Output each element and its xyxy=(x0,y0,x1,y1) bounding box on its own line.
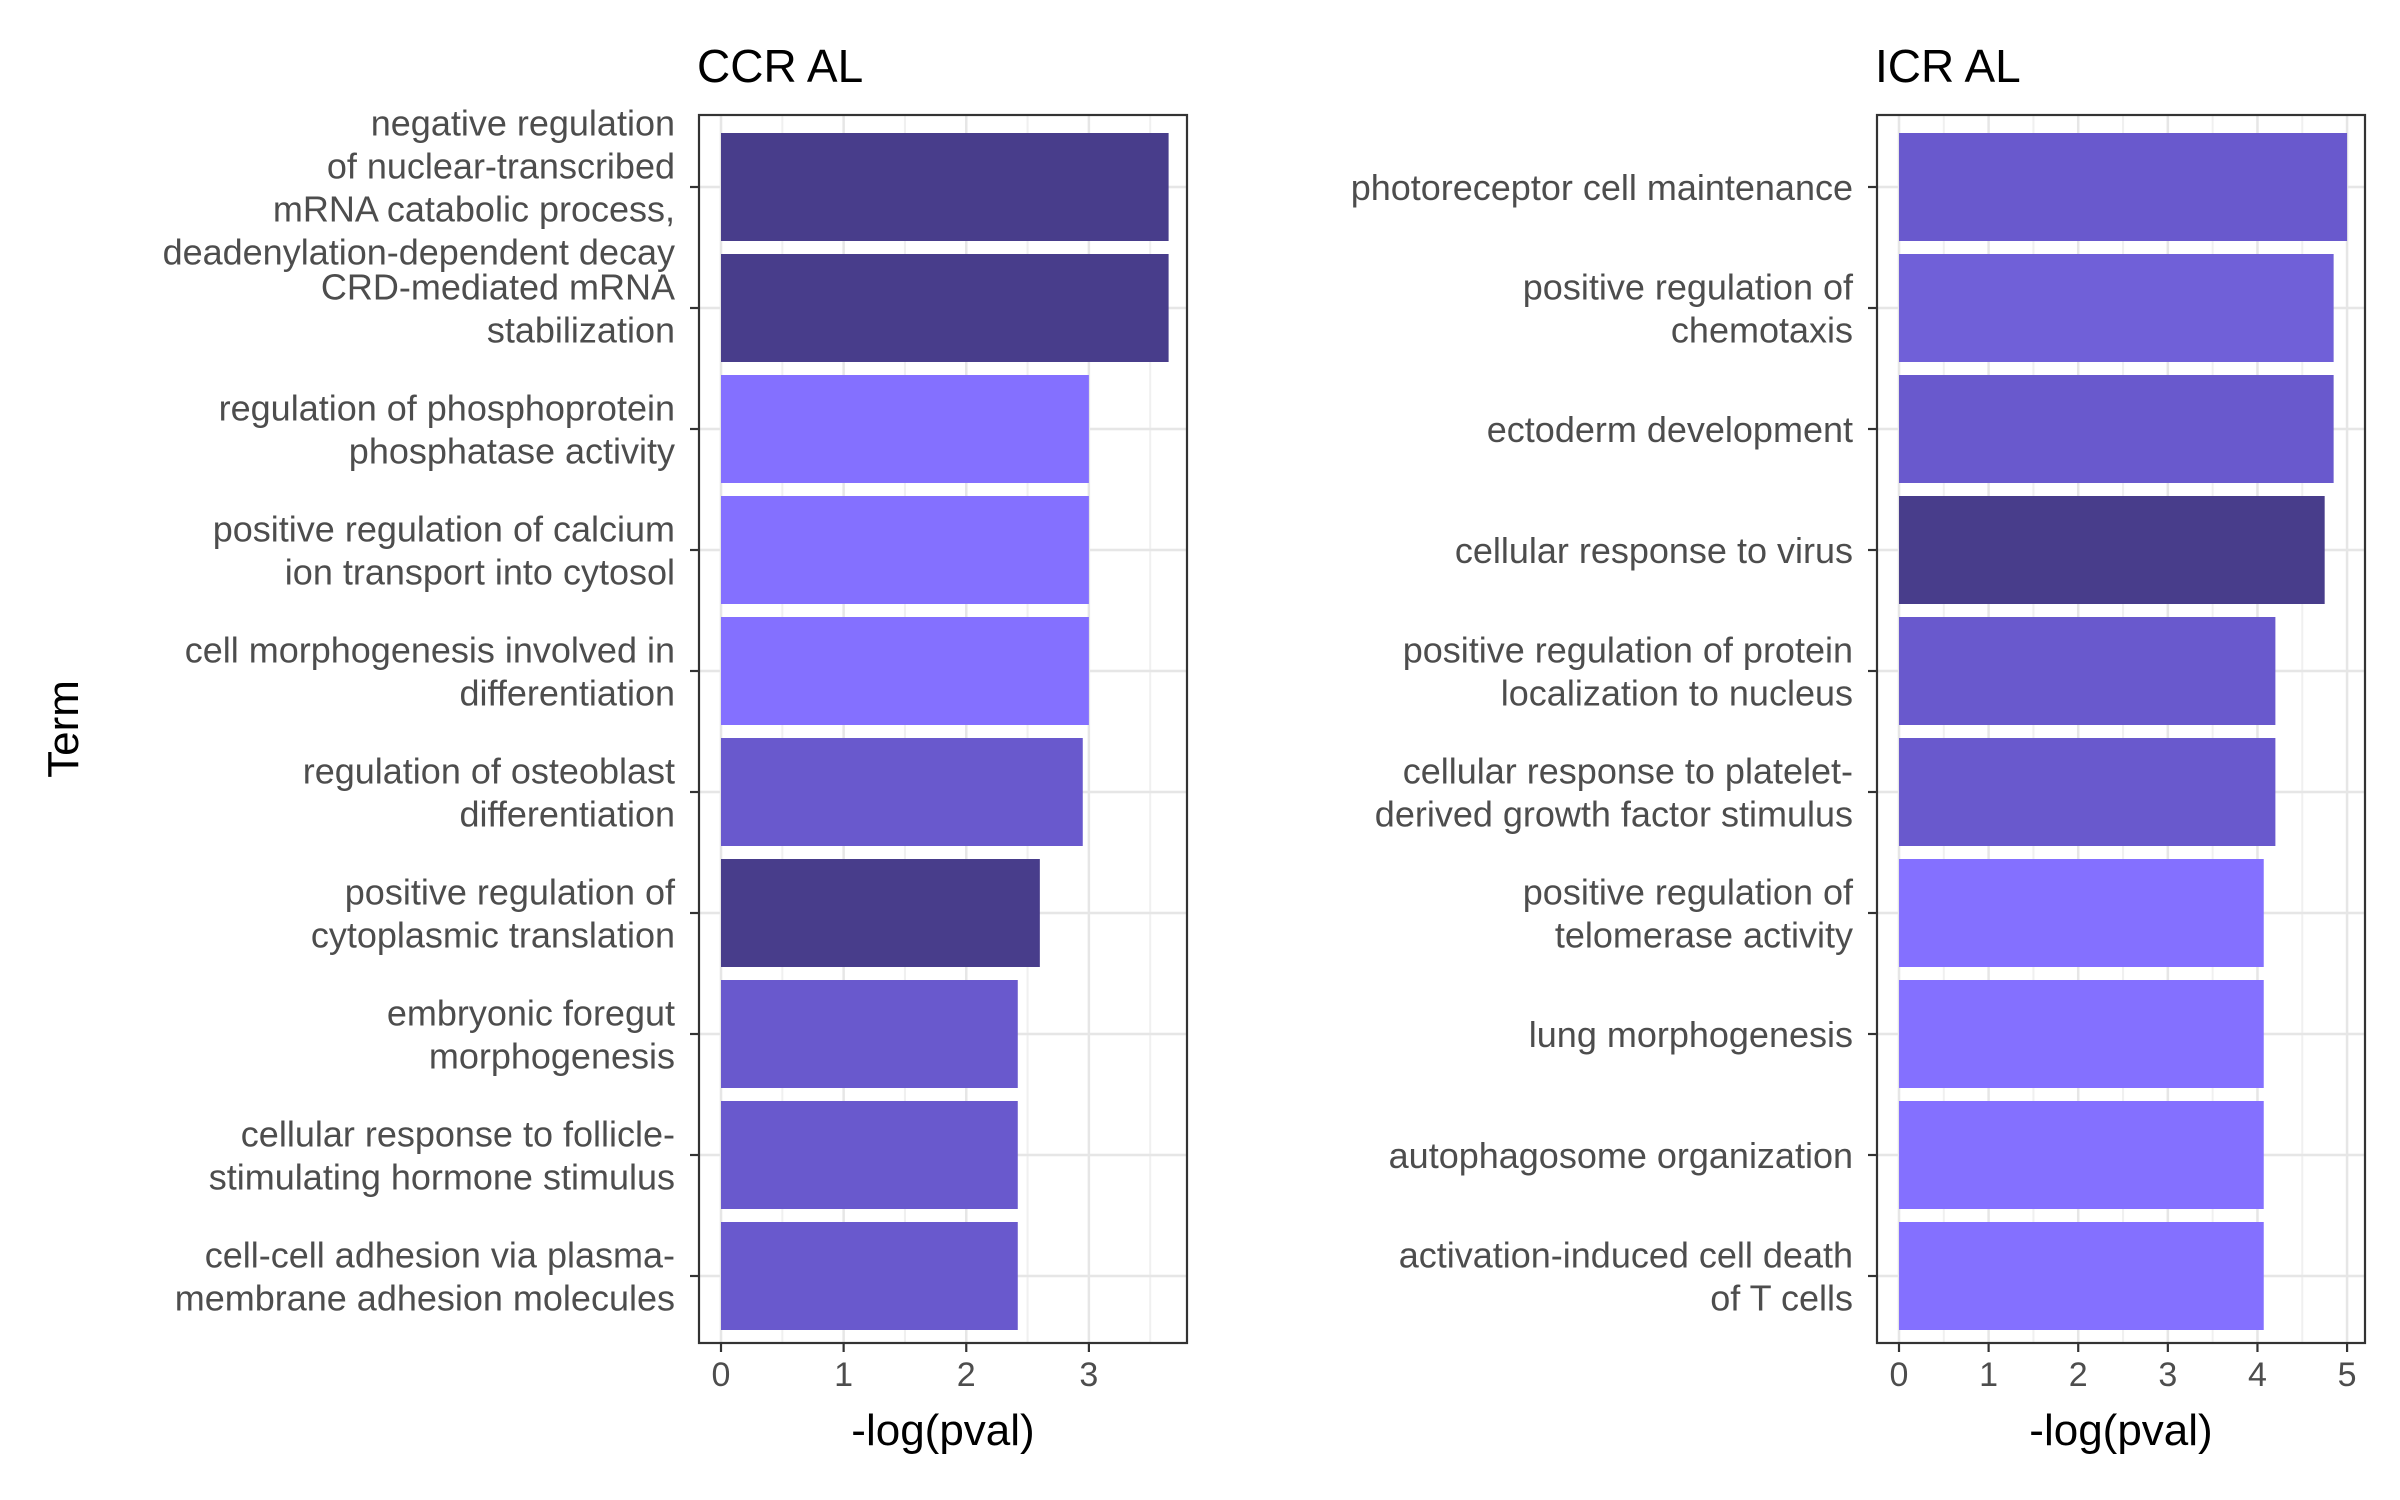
bar xyxy=(1899,133,2348,241)
x-tick-label: 3 xyxy=(2158,1356,2177,1394)
bar xyxy=(1899,254,2334,362)
bar xyxy=(721,1222,1018,1330)
x-axis-label: -log(pval) xyxy=(851,1406,1034,1455)
y-tick-label: cell morphogenesis involved in differenti… xyxy=(185,629,675,713)
bar xyxy=(1899,617,2276,725)
bar xyxy=(721,496,1089,604)
y-tick-label: positive regulation of chemotaxis xyxy=(1523,266,1854,350)
x-tick-label: 4 xyxy=(2248,1356,2267,1394)
panel-border xyxy=(697,113,1189,1345)
chart-title: ICR AL xyxy=(1875,40,2021,92)
bar xyxy=(1899,1222,2264,1330)
bar xyxy=(721,859,1040,967)
y-tick-label: cell-cell adhesion via plasma-membrane a… xyxy=(175,1234,675,1318)
y-tick-label: positive regulation of protein localizati… xyxy=(1403,629,1853,713)
bars xyxy=(721,133,1169,1330)
y-tick-label: negative regulation of nuclear-transcribe… xyxy=(163,102,675,272)
bars xyxy=(1899,133,2348,1330)
x-tick-label: 2 xyxy=(2069,1356,2088,1394)
x-tick-labels: 0 1 2 3 xyxy=(712,1343,1098,1394)
y-tick-labels: photoreceptor cell maintenance positive r… xyxy=(1351,167,1877,1318)
bar xyxy=(721,375,1089,483)
y-tick-label: photoreceptor cell maintenance xyxy=(1351,167,1853,208)
x-tick-label: 3 xyxy=(1079,1356,1098,1394)
y-tick-label: regulation of osteoblast differentiation xyxy=(303,750,675,834)
chart-panel-2: photoreceptor cell maintenance positive r… xyxy=(1351,40,2367,1455)
bar xyxy=(1899,738,2276,846)
y-tick-label: lung morphogenesis xyxy=(1529,1014,1853,1055)
x-tick-label: 0 xyxy=(1890,1356,1909,1394)
bar xyxy=(1899,375,2334,483)
chart-title: CCR AL xyxy=(697,40,863,92)
y-tick-label: autophagosome organization xyxy=(1389,1135,1853,1176)
x-tick-label: 2 xyxy=(957,1356,976,1394)
y-tick-label: cellular response to virus xyxy=(1455,530,1853,571)
bar xyxy=(721,1101,1018,1209)
x-axis-label: -log(pval) xyxy=(2029,1406,2212,1455)
y-tick-labels: negative regulation of nuclear-transcribe… xyxy=(163,102,699,1318)
y-tick-label: cellular response to follicle-stimulatin… xyxy=(209,1113,675,1197)
y-tick-label: embryonic foregut morphogenesis xyxy=(387,992,675,1076)
x-tick-label: 1 xyxy=(834,1356,853,1394)
y-tick-label: positive regulation of cytoplasmic transl… xyxy=(311,871,676,955)
panel-border xyxy=(1875,113,2367,1345)
x-tick-label: 1 xyxy=(1979,1356,1998,1394)
y-tick-label: cellular response to platelet-derived gr… xyxy=(1375,750,1853,834)
bar xyxy=(1899,980,2264,1088)
y-tick-label: regulation of phosphoprotein phosphatase … xyxy=(219,387,675,471)
y-tick-label: ectoderm development xyxy=(1487,409,1853,450)
bar xyxy=(721,133,1169,241)
bar xyxy=(1899,496,2325,604)
bar xyxy=(1899,1101,2264,1209)
bar xyxy=(721,254,1169,362)
bar xyxy=(1899,859,2264,967)
bar xyxy=(721,980,1018,1088)
y-tick-label: activation-induced cell death of T cells xyxy=(1399,1234,1853,1318)
x-tick-label: 5 xyxy=(2338,1356,2357,1394)
chart-panel-1: negative regulation of nuclear-transcribe… xyxy=(39,40,1189,1455)
x-tick-labels: 0 1 2 3 4 5 xyxy=(1890,1343,2357,1394)
y-tick-label: positive regulation of calcium ion transp… xyxy=(213,508,675,592)
bar xyxy=(721,738,1083,846)
y-axis-label: Term xyxy=(39,680,88,778)
x-tick-label: 0 xyxy=(712,1356,731,1394)
bar xyxy=(721,617,1089,725)
y-tick-label: CRD-mediated mRNA stabilization xyxy=(321,266,675,350)
y-tick-label: positive regulation of telomerase activit… xyxy=(1523,871,1854,955)
